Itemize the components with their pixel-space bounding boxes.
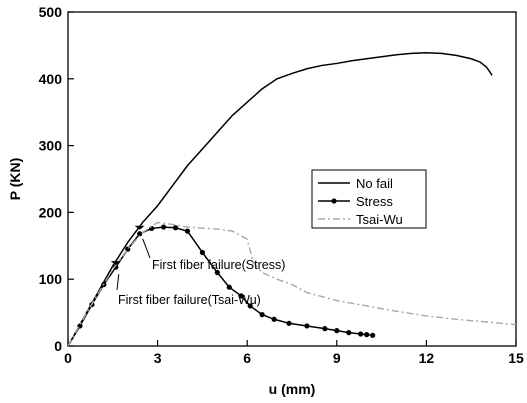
annotation-arrow <box>116 274 120 291</box>
series-point-stress <box>226 284 232 290</box>
failure-marker <box>110 261 121 266</box>
plot-area <box>67 11 517 347</box>
series-point-stress <box>247 303 253 309</box>
legend: No fail Stress Tsai-Wu <box>311 169 427 229</box>
legend-label-tsai-wu: Tsai-Wu <box>356 212 403 227</box>
y-tick-label: 400 <box>39 71 63 87</box>
annotation-label: First fiber failure(Tsai-Wu) <box>118 293 261 307</box>
x-tick-label: 0 <box>64 350 72 366</box>
y-axis-label: P (KN) <box>7 158 23 201</box>
y-tick-label: 0 <box>54 338 62 354</box>
series-point-stress <box>364 332 370 338</box>
x-axis-label: u (mm) <box>269 381 316 397</box>
series-line-tsai-wu <box>68 221 516 346</box>
failure-marker <box>134 225 145 230</box>
series-point-stress <box>358 331 364 337</box>
y-tick-label: 200 <box>39 204 63 220</box>
series-point-stress <box>137 231 143 237</box>
series-point-stress <box>184 228 191 234</box>
series-layer <box>68 51 516 346</box>
series-point-stress <box>322 326 328 332</box>
series-point-stress <box>334 328 340 334</box>
x-tick-label: 12 <box>419 350 435 366</box>
series-point-stress <box>214 269 220 276</box>
axis-ticks: 0 3 6 9 12 15 0 100 200 300 400 500 <box>39 4 524 366</box>
series-point-stress <box>259 312 265 318</box>
y-tick-label: 500 <box>39 4 63 20</box>
series-point-stress <box>149 225 155 232</box>
series-point-stress <box>199 249 205 256</box>
series-point-stress <box>346 330 352 336</box>
x-tick-label: 6 <box>243 350 251 366</box>
series-point-stress <box>370 332 376 338</box>
y-tick-label: 100 <box>39 271 63 287</box>
series-point-stress <box>238 293 244 299</box>
legend-label-stress: Stress <box>356 194 393 209</box>
series-point-stress <box>160 224 167 230</box>
series-point-stress <box>271 316 277 322</box>
series-point-stress <box>172 225 179 231</box>
annotation-label: First fiber failure(Stress) <box>152 258 285 272</box>
series-point-stress <box>304 323 310 329</box>
y-tick-label: 300 <box>39 138 63 154</box>
x-tick-label: 9 <box>333 350 341 366</box>
x-tick-label: 3 <box>154 350 162 366</box>
series-point-stress <box>286 320 292 326</box>
annotation-arrow <box>142 238 151 259</box>
legend-marker <box>331 198 337 204</box>
series-line-no-fail <box>68 51 493 346</box>
annotation-layer: First fiber failure(Stress) First fiber f… <box>110 225 285 307</box>
legend-box <box>311 169 427 229</box>
legend-label-no-fail: No fail <box>356 176 393 191</box>
x-tick-label: 15 <box>508 350 524 366</box>
